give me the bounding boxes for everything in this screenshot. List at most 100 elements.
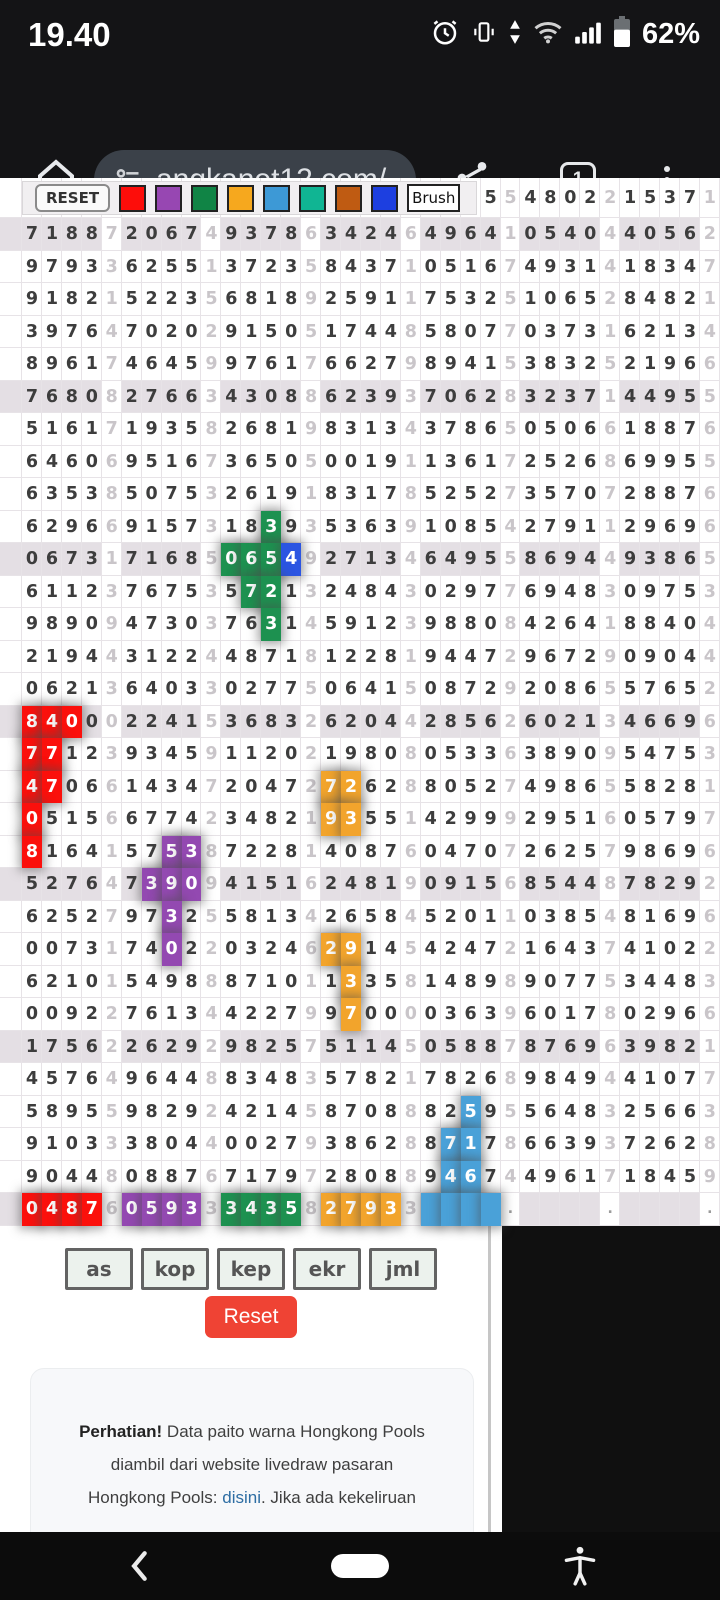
paito-cell[interactable]: 8 bbox=[640, 835, 660, 868]
paito-cell[interactable]: 8 bbox=[540, 348, 561, 381]
paito-cell[interactable]: 6 bbox=[580, 445, 601, 478]
paito-cell[interactable]: 2 bbox=[560, 835, 581, 868]
paito-cell[interactable]: 6 bbox=[101, 510, 122, 543]
paito-cell[interactable]: 8 bbox=[400, 965, 421, 998]
paito-cell[interactable]: 5 bbox=[500, 283, 521, 316]
paito-cell[interactable]: 4 bbox=[640, 380, 660, 413]
paito-cell[interactable]: 5 bbox=[41, 1063, 62, 1096]
paito-cell[interactable]: 1 bbox=[121, 770, 142, 803]
paito-cell[interactable]: 8 bbox=[261, 705, 282, 738]
paito-cell[interactable] bbox=[0, 1030, 22, 1063]
paito-cell[interactable]: 4 bbox=[81, 640, 102, 673]
paito-cell[interactable]: 9 bbox=[121, 900, 142, 933]
paito-cell[interactable]: 5 bbox=[420, 315, 441, 348]
paito-cell[interactable]: 3 bbox=[440, 998, 461, 1031]
paito-cell[interactable]: 0 bbox=[121, 1160, 142, 1193]
paito-cell[interactable]: 8 bbox=[580, 1095, 601, 1128]
paito-cell[interactable]: 7 bbox=[141, 608, 162, 641]
paito-cell[interactable]: 5 bbox=[201, 283, 222, 316]
back-icon[interactable] bbox=[126, 1549, 152, 1587]
paito-cell[interactable]: 0 bbox=[360, 705, 381, 738]
paito-cell[interactable]: 5 bbox=[201, 705, 222, 738]
paito-cell[interactable]: 0 bbox=[22, 543, 42, 576]
paito-cell[interactable]: 8 bbox=[400, 1128, 421, 1161]
paito-cell[interactable]: 6 bbox=[699, 348, 720, 381]
paito-cell[interactable]: 0 bbox=[121, 1193, 142, 1226]
paito-cell[interactable]: 6 bbox=[560, 1030, 581, 1063]
paito-cell[interactable]: 4 bbox=[600, 250, 621, 283]
scrollbar[interactable] bbox=[488, 1226, 491, 1600]
paito-cell[interactable]: 6 bbox=[480, 705, 501, 738]
paito-cell[interactable]: 7 bbox=[500, 250, 521, 283]
paito-cell[interactable]: 0 bbox=[41, 998, 62, 1031]
paito-cell[interactable]: 1 bbox=[480, 900, 501, 933]
paito-cell[interactable]: 0 bbox=[540, 965, 561, 998]
paito-cell[interactable]: 4 bbox=[161, 348, 182, 381]
paito-cell[interactable]: 3 bbox=[360, 250, 381, 283]
paito-cell[interactable]: 5 bbox=[360, 900, 381, 933]
paito-cell[interactable] bbox=[0, 1063, 22, 1096]
paito-cell[interactable] bbox=[0, 738, 22, 771]
toolbar-reset-button[interactable]: RESET bbox=[35, 184, 111, 212]
paito-cell[interactable]: 6 bbox=[41, 543, 62, 576]
paito-cell[interactable]: 8 bbox=[640, 868, 660, 901]
paito-cell[interactable]: 9 bbox=[121, 1095, 142, 1128]
paito-cell[interactable]: 4 bbox=[660, 608, 680, 641]
paito-cell[interactable]: 4 bbox=[241, 1193, 262, 1226]
paito-cell[interactable]: 6 bbox=[181, 445, 202, 478]
paito-cell[interactable]: 9 bbox=[679, 705, 700, 738]
paito-cell[interactable]: 0 bbox=[620, 803, 641, 836]
paito-cell[interactable]: 1 bbox=[460, 250, 481, 283]
paito-cell[interactable]: 6 bbox=[241, 478, 262, 511]
paito-cell[interactable]: 1 bbox=[360, 608, 381, 641]
paito-cell[interactable]: 9 bbox=[221, 348, 242, 381]
paito-cell[interactable]: 0 bbox=[540, 998, 561, 1031]
paito-cell[interactable]: 9 bbox=[41, 348, 62, 381]
paito-cell[interactable]: 6 bbox=[560, 608, 581, 641]
paito-cell[interactable]: 3 bbox=[81, 933, 102, 966]
paito-cell[interactable]: 6 bbox=[480, 413, 501, 446]
paito-cell[interactable]: 9 bbox=[580, 1063, 601, 1096]
paito-cell[interactable]: 8 bbox=[41, 608, 62, 641]
paito-cell[interactable]: 8 bbox=[281, 835, 302, 868]
paito-cell[interactable]: 1 bbox=[400, 445, 421, 478]
paito-cell[interactable]: 7 bbox=[301, 348, 322, 381]
paito-cell[interactable]: 8 bbox=[181, 543, 202, 576]
paito-cell[interactable]: 1 bbox=[81, 413, 102, 446]
paito-cell[interactable]: 2 bbox=[520, 673, 541, 706]
paito-cell[interactable]: 6 bbox=[241, 413, 262, 446]
paito-cell[interactable]: 8 bbox=[460, 413, 481, 446]
paito-cell[interactable]: 8 bbox=[640, 770, 660, 803]
paito-cell[interactable]: 3 bbox=[400, 608, 421, 641]
paito-cell[interactable]: 7 bbox=[679, 478, 700, 511]
paito-cell[interactable]: 3 bbox=[181, 835, 202, 868]
paito-cell[interactable] bbox=[0, 868, 22, 901]
paito-cell[interactable]: 5 bbox=[380, 965, 401, 998]
paito-cell[interactable]: 5 bbox=[360, 803, 381, 836]
paito-cell[interactable]: 3 bbox=[540, 900, 561, 933]
paito-cell[interactable]: 0 bbox=[440, 770, 461, 803]
paito-cell[interactable]: 9 bbox=[460, 575, 481, 608]
paito-cell[interactable]: 5 bbox=[640, 1095, 660, 1128]
paito-cell[interactable]: 3 bbox=[161, 770, 182, 803]
paito-cell[interactable]: 9 bbox=[400, 510, 421, 543]
paito-cell[interactable]: 8 bbox=[560, 673, 581, 706]
paito-cell[interactable]: 6 bbox=[360, 510, 381, 543]
paito-cell[interactable]: 1 bbox=[520, 933, 541, 966]
paito-cell[interactable]: 6 bbox=[540, 1095, 561, 1128]
paito-cell[interactable]: 8 bbox=[321, 478, 341, 511]
paito-cell[interactable]: 4 bbox=[41, 1193, 62, 1226]
paito-cell[interactable]: 7 bbox=[480, 575, 501, 608]
paito-cell[interactable] bbox=[0, 575, 22, 608]
paito-cell[interactable]: 4 bbox=[620, 380, 641, 413]
paito-cell[interactable]: 0 bbox=[81, 705, 102, 738]
paito-cell[interactable]: 2 bbox=[520, 835, 541, 868]
paito-cell[interactable]: 0 bbox=[400, 998, 421, 1031]
paito-cell[interactable]: 3 bbox=[261, 510, 282, 543]
paito-cell[interactable]: 9 bbox=[301, 413, 322, 446]
paito-cell[interactable]: 8 bbox=[679, 770, 700, 803]
paito-cell[interactable]: 3 bbox=[281, 705, 302, 738]
paito-cell[interactable] bbox=[0, 998, 22, 1031]
paito-cell[interactable]: 9 bbox=[640, 640, 660, 673]
paito-cell[interactable]: 5 bbox=[400, 933, 421, 966]
